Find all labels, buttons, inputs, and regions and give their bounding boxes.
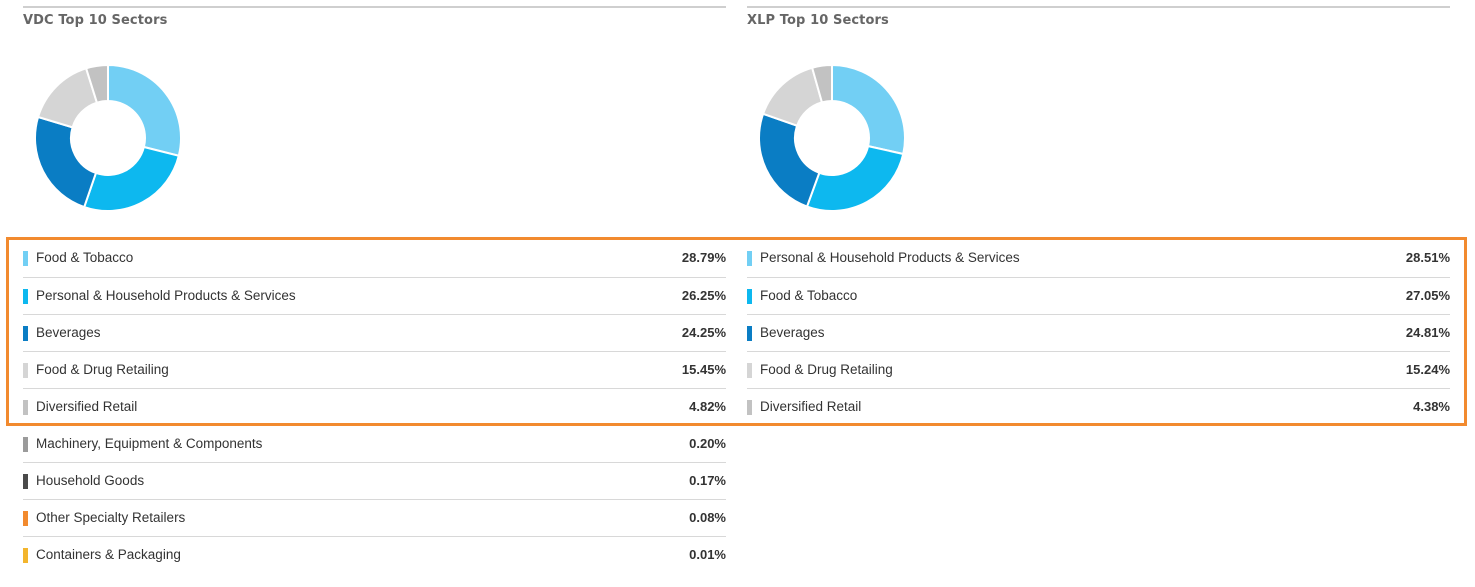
vdc-sector-value: 26.25%	[681, 288, 726, 303]
xlp-slice-food-and-tobacco	[805, 144, 905, 212]
vdc-divider	[23, 6, 726, 8]
vdc-sector-row: Personal & Household Products & Services…	[23, 277, 726, 314]
vdc-sector-label: Diversified Retail	[36, 399, 138, 414]
xlp-slice-food-and-drug-retailing	[761, 66, 824, 128]
vdc-legend-swatch	[23, 511, 28, 526]
xlp-sector-list: Personal & Household Products & Services…	[747, 240, 1450, 425]
vdc-legend-swatch	[23, 251, 28, 266]
vdc-sector-value: 15.45%	[681, 362, 726, 377]
xlp-sector-label: Diversified Retail	[760, 399, 862, 414]
xlp-legend-swatch	[747, 363, 752, 378]
vdc-legend-swatch	[23, 363, 28, 378]
vdc-sector-row: Machinery, Equipment & Components 0.20%	[23, 425, 726, 462]
vdc-sector-label: Other Specialty Retailers	[36, 510, 186, 525]
xlp-legend-swatch	[747, 251, 752, 266]
xlp-slice-diversified-retail	[810, 63, 833, 104]
vdc-legend-swatch	[23, 474, 28, 489]
vdc-sector-row: Diversified Retail 4.82%	[23, 388, 726, 425]
xlp-sector-row: Beverages 24.81%	[747, 314, 1450, 351]
vdc-sector-list: Food & Tobacco 28.79% Personal & Household…	[23, 240, 726, 573]
vdc-legend-swatch	[23, 289, 28, 304]
xlp-sector-label: Personal & Household Products & Services	[760, 250, 1020, 265]
xlp-divider	[747, 6, 1450, 8]
vdc-legend-swatch	[23, 326, 28, 341]
vdc-sector-row: Food & Tobacco 28.79%	[23, 240, 726, 277]
vdc-sector-value: 0.20%	[689, 436, 726, 451]
vdc-legend-swatch	[23, 548, 28, 563]
vdc-sector-label: Household Goods	[36, 473, 145, 488]
xlp-sector-value: 24.81%	[1405, 325, 1450, 340]
vdc-chart-title: VDC Top 10 Sectors	[23, 13, 168, 28]
xlp-sector-value: 28.51%	[1405, 250, 1450, 265]
xlp-sector-row: Personal & Household Products & Services…	[747, 240, 1450, 277]
vdc-legend-swatch	[23, 437, 28, 452]
xlp-legend-swatch	[747, 289, 752, 304]
vdc-sector-value: 0.01%	[689, 547, 726, 562]
xlp-sector-row: Diversified Retail 4.38%	[747, 388, 1450, 425]
vdc-sector-label: Food & Drug Retailing	[36, 362, 169, 377]
vdc-sector-label: Beverages	[36, 325, 101, 340]
vdc-sector-value: 4.82%	[689, 399, 726, 414]
vdc-sector-value: 0.08%	[689, 510, 726, 525]
xlp-slice-beverages	[758, 112, 821, 208]
vdc-sector-label: Machinery, Equipment & Components	[36, 436, 263, 451]
vdc-slice-diversified-retail	[84, 63, 109, 104]
xlp-chart-title: XLP Top 10 Sectors	[747, 13, 889, 28]
xlp-sector-value: 4.38%	[1413, 399, 1450, 414]
xlp-sector-value: 27.05%	[1405, 288, 1450, 303]
xlp-sector-row: Food & Drug Retailing 15.24%	[747, 351, 1450, 388]
vdc-sector-value: 24.25%	[681, 325, 726, 340]
vdc-sector-label: Containers & Packaging	[36, 547, 181, 562]
vdc-sector-row: Other Specialty Retailers 0.08%	[23, 499, 726, 536]
xlp-sector-row: Food & Tobacco 27.05%	[747, 277, 1450, 314]
vdc-sector-value: 0.17%	[689, 473, 726, 488]
xlp-sector-label: Food & Tobacco	[760, 288, 858, 303]
vdc-sector-row: Beverages 24.25%	[23, 314, 726, 351]
vdc-donut-chart	[34, 63, 182, 212]
xlp-sector-label: Beverages	[760, 325, 825, 340]
vdc-legend-swatch	[23, 400, 28, 415]
xlp-sector-value: 15.24%	[1405, 362, 1450, 377]
vdc-sector-label: Food & Tobacco	[36, 250, 134, 265]
vdc-sector-row: Containers & Packaging 0.01%	[23, 536, 726, 573]
xlp-sector-label: Food & Drug Retailing	[760, 362, 893, 377]
vdc-slice-personal-and-household-products-and-services	[82, 145, 181, 212]
xlp-donut-chart	[758, 63, 906, 212]
vdc-sector-row: Household Goods 0.17%	[23, 462, 726, 499]
xlp-slice-personal-and-household-products-and-services	[831, 63, 906, 156]
vdc-sector-value: 28.79%	[681, 250, 726, 265]
vdc-sector-row: Food & Drug Retailing 15.45%	[23, 351, 726, 388]
xlp-legend-swatch	[747, 326, 752, 341]
vdc-slice-food-and-tobacco	[107, 63, 182, 158]
vdc-sector-label: Personal & Household Products & Services	[36, 288, 296, 303]
xlp-legend-swatch	[747, 400, 752, 415]
vdc-slice-beverages	[34, 115, 98, 209]
